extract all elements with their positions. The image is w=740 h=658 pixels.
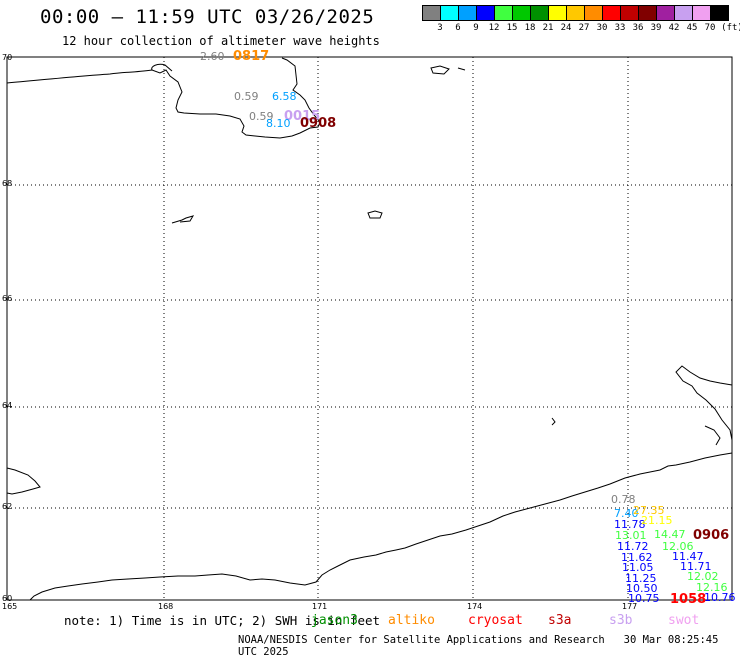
legend-tick-label: 30 [596,23,608,33]
coastline-islet [171,215,195,224]
legend-tick-label: 6 [455,23,461,33]
obs-value: 7.40 [614,507,639,520]
lat-gridlines [7,184,732,509]
coastline-bering [29,452,733,601]
lon-gridlines [163,57,629,600]
lat-axis-labels: 70 68 66 64 62 60 [2,53,12,603]
sat-label-jason3: jason3 [311,613,358,628]
obs-value: 11.78 [614,518,646,531]
obs-value: 0.78 [611,493,636,506]
legend-tick-label: 24 [560,23,572,33]
coastlines [6,57,733,601]
obs-value: 14.47 [654,528,686,541]
legend-tick-label: 15 [506,23,518,33]
legend-swatch [710,5,729,21]
obs-value: 12.02 [687,570,719,583]
legend-tick-label: 70 [704,23,716,33]
lon-label: 168 [158,602,173,611]
map-frame [6,56,733,601]
legend-tick-label: 33 [614,23,626,33]
lat-label: 64 [2,401,12,410]
legend-tick-label: 36 [632,23,644,33]
legend-tick-label: 9 [473,23,479,33]
obs-value: 12.06 [662,540,694,553]
lat-label: 66 [2,294,12,303]
sat-label-altiko: altiko [388,613,435,628]
lat-label: 60 [2,594,12,603]
legend-tick-label: 39 [650,23,662,33]
obs-value: 27.35 [633,504,665,517]
coastline-islet [430,65,450,75]
obs-value: 8.10 [266,117,291,130]
obs-value: 10.76 [704,591,736,604]
page-title: 00:00 – 11:59 UTC 03/26/2025 [40,6,375,28]
obs-value: 12.16 [696,581,728,594]
legend-tick-label: 3 [437,23,443,33]
credit-line: NOAA/NESDIS Center for Satellite Applica… [238,634,740,658]
lon-label: 165 [2,602,17,611]
obs-time: 1058 [670,592,706,607]
obs-value: 11.71 [680,560,712,573]
obs-value: 11.47 [672,550,704,563]
obs-value: 11.25 [625,572,657,585]
legend-tick-label: 21 [542,23,554,33]
legend-unit: (ft) [721,23,740,33]
legend-tick-label: 12 [488,23,500,33]
obs-value: 13.01 [615,529,647,542]
obs-time: 0015 [284,109,320,124]
obs-value: 11.05 [622,561,654,574]
obs-time: 0906 [693,528,729,543]
coastline-west [6,467,41,495]
lon-label: 174 [467,602,482,611]
obs-value: 10.75 [628,592,660,605]
lat-label: 70 [2,53,12,62]
sat-label-s3a: s3a [548,613,572,628]
coastline-bay [151,63,173,72]
legend-tick-label: 42 [668,23,680,33]
coastline-islet [551,417,556,426]
legend-swatches [422,5,740,21]
wave-observations: 2.60 0817 0.59 6.58 0.59 0015 8.10 0908 … [200,49,736,607]
sat-label-cryosat: cryosat [468,613,523,628]
obs-value: 21.15 [641,514,673,527]
lon-axis-labels: 165 168 171 174 177 [2,602,637,611]
obs-value: 0.59 [249,110,274,123]
sat-label-swot: swot [668,613,700,628]
obs-value: 2.60 [200,50,225,63]
coastline-alaska-inlet [704,425,721,446]
lat-label: 68 [2,179,12,188]
coastline-islet [367,210,383,219]
coastline-chukotka [6,57,321,139]
legend-tick-label: 18 [524,23,536,33]
footer-note: note: 1) Time is in UTC; 2) SWH is in fe… [64,613,381,628]
legend-tick-label: 27 [578,23,590,33]
obs-value: 0.59 [234,90,259,103]
obs-value: 11.72 [617,540,649,553]
obs-value: 10.50 [626,582,658,595]
lat-label: 62 [2,502,12,511]
obs-value: 6.58 [272,90,297,103]
lon-label: 177 [622,602,637,611]
credit-org: NOAA/NESDIS Center for Satellite Applica… [238,634,605,646]
obs-value: 11.62 [621,551,653,564]
sat-label-s3b: s3b [609,613,633,628]
page-subtitle: 12 hour collection of altimeter wave hei… [62,34,380,48]
lon-label: 171 [312,602,327,611]
obs-time: 0817 [233,49,269,64]
coastline-alaska [675,365,733,441]
legend-tick-label: 45 [686,23,698,33]
coastline-islet [457,67,466,71]
obs-time: 0908 [300,116,336,131]
